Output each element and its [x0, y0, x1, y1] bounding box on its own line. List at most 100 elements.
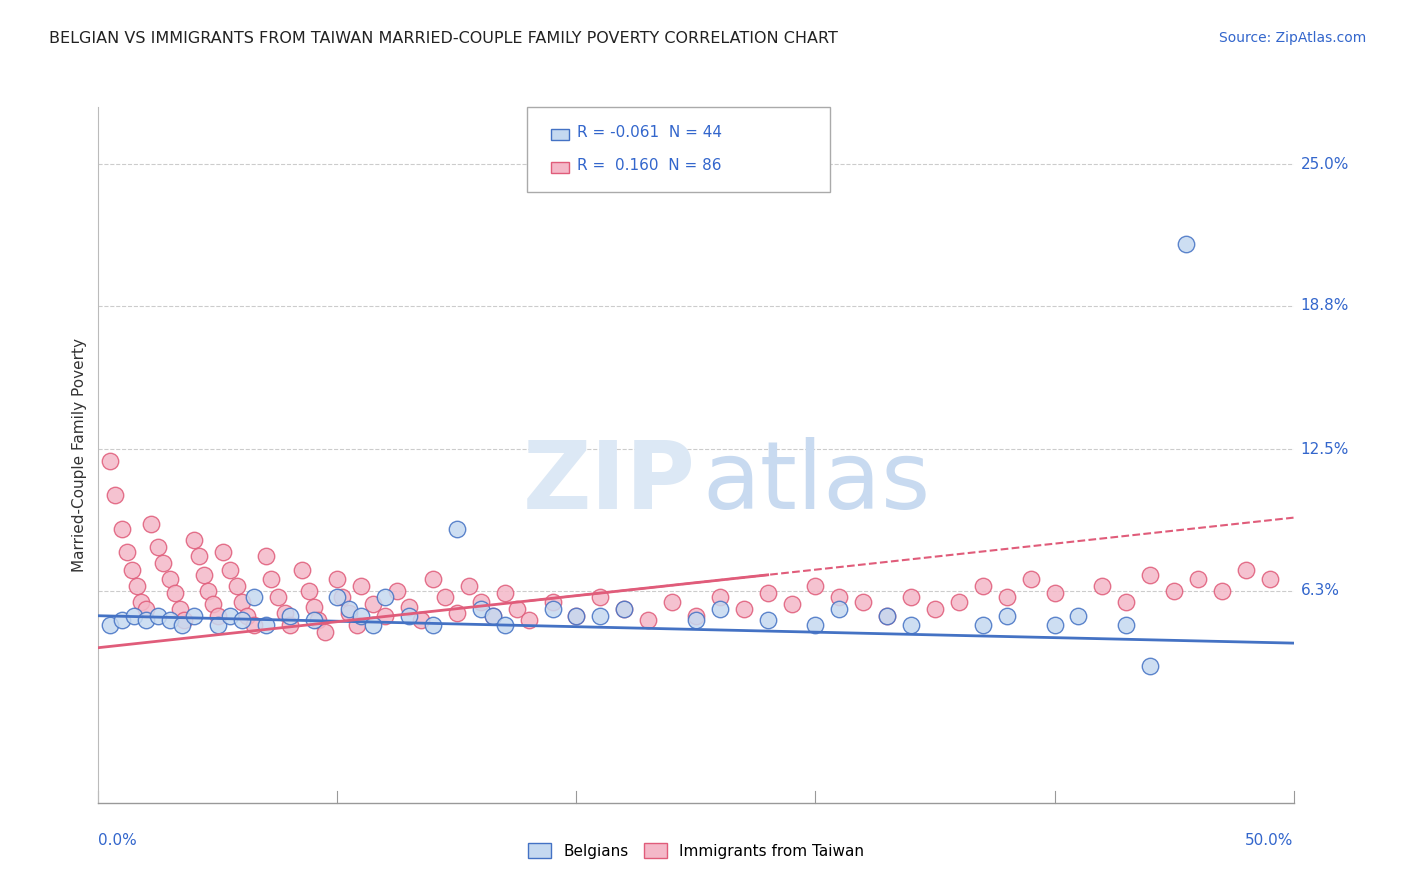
Point — [211, 545, 233, 559]
Point — [315, 624, 337, 639]
Point — [254, 549, 277, 564]
Point — [506, 602, 529, 616]
Point — [98, 453, 122, 467]
Text: 6.3%: 6.3% — [1301, 583, 1340, 599]
Point — [1175, 236, 1198, 251]
Point — [115, 545, 138, 559]
Point — [330, 591, 353, 605]
Point — [104, 488, 127, 502]
Point — [398, 599, 420, 614]
Point — [1187, 572, 1209, 586]
Text: ZIP: ZIP — [523, 437, 696, 529]
Point — [733, 602, 755, 616]
Point — [219, 563, 242, 577]
Point — [125, 579, 148, 593]
Point — [470, 602, 492, 616]
Point — [226, 579, 249, 593]
Point — [298, 583, 321, 598]
Point — [173, 613, 195, 627]
Legend: Belgians, Immigrants from Taiwan: Belgians, Immigrants from Taiwan — [522, 837, 870, 864]
Point — [565, 608, 588, 623]
Point — [326, 572, 349, 586]
Point — [1234, 563, 1257, 577]
Point — [589, 591, 612, 605]
Point — [111, 522, 134, 536]
Point — [243, 591, 266, 605]
Point — [1091, 579, 1114, 593]
Point — [398, 608, 420, 623]
Point — [589, 608, 612, 623]
Point — [135, 602, 157, 616]
Point — [243, 618, 266, 632]
Point — [494, 618, 516, 632]
Point — [481, 608, 505, 623]
Point — [613, 602, 636, 616]
Point — [1043, 618, 1066, 632]
Point — [350, 579, 373, 593]
Point — [422, 618, 444, 632]
Point — [235, 608, 257, 623]
Point — [259, 572, 281, 586]
Point — [363, 618, 385, 632]
Point — [374, 608, 396, 623]
Point — [685, 613, 707, 627]
Point — [972, 618, 994, 632]
Point — [254, 618, 277, 632]
Point — [494, 586, 516, 600]
Point — [148, 608, 170, 623]
Point — [924, 602, 946, 616]
Point — [613, 602, 636, 616]
Point — [948, 595, 970, 609]
Point — [231, 595, 253, 609]
Point — [1139, 567, 1161, 582]
Point — [159, 572, 181, 586]
Point — [302, 599, 325, 614]
Point — [290, 563, 312, 577]
Point — [433, 591, 456, 605]
Point — [121, 563, 143, 577]
Point — [374, 591, 396, 605]
Text: R =  0.160  N = 86: R = 0.160 N = 86 — [578, 158, 721, 172]
Text: 25.0%: 25.0% — [1301, 157, 1348, 171]
Point — [1258, 572, 1281, 586]
Text: BELGIAN VS IMMIGRANTS FROM TAIWAN MARRIED-COUPLE FAMILY POVERTY CORRELATION CHAR: BELGIAN VS IMMIGRANTS FROM TAIWAN MARRIE… — [49, 31, 838, 46]
Point — [804, 579, 827, 593]
Point — [219, 608, 242, 623]
Point — [1043, 586, 1066, 600]
Point — [274, 607, 297, 621]
Point — [124, 608, 146, 623]
Point — [172, 618, 194, 632]
Point — [111, 613, 134, 627]
Y-axis label: Married-Couple Family Poverty: Married-Couple Family Poverty — [72, 338, 87, 572]
Point — [852, 595, 875, 609]
Point — [302, 613, 325, 627]
Point — [756, 586, 779, 600]
Point — [541, 602, 564, 616]
Point — [565, 608, 588, 623]
Point — [876, 608, 898, 623]
Point — [207, 608, 229, 623]
Point — [1115, 595, 1137, 609]
Text: Source: ZipAtlas.com: Source: ZipAtlas.com — [1219, 31, 1367, 45]
Point — [346, 618, 368, 632]
Point — [804, 618, 827, 632]
Point — [197, 583, 219, 598]
Point — [900, 591, 922, 605]
Point — [685, 608, 707, 623]
Point — [637, 613, 659, 627]
Point — [159, 613, 181, 627]
Point — [152, 556, 174, 570]
Point — [267, 591, 290, 605]
Point — [828, 602, 851, 616]
Point — [131, 595, 153, 609]
Point — [163, 586, 186, 600]
Point — [411, 613, 433, 627]
Point — [98, 618, 122, 632]
Point — [828, 591, 851, 605]
Point — [458, 579, 481, 593]
Point — [972, 579, 994, 593]
Text: 0.0%: 0.0% — [98, 833, 138, 848]
Point — [1163, 583, 1185, 598]
Point — [202, 598, 225, 612]
Point — [139, 517, 162, 532]
